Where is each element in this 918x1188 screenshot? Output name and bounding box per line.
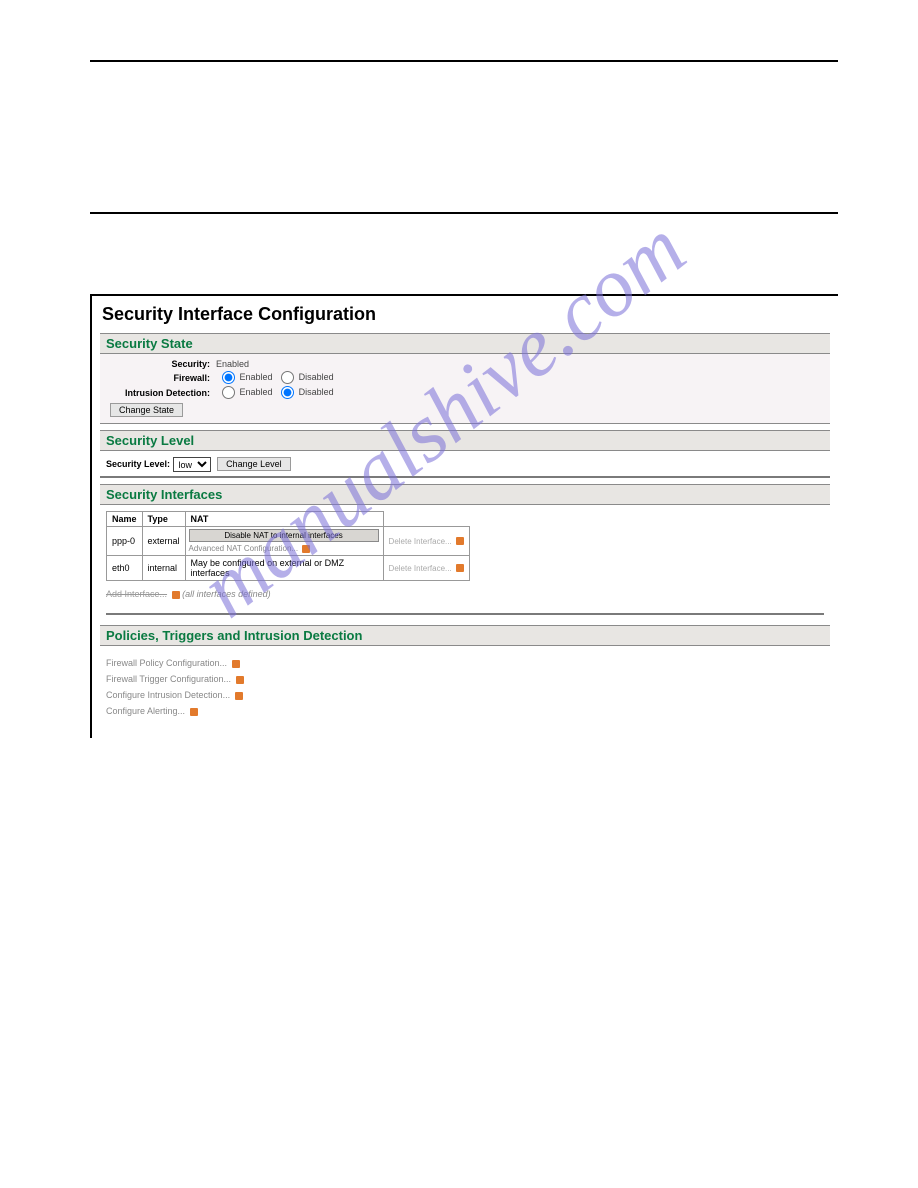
arrow-icon [235,692,243,700]
arrow-icon [456,537,464,545]
section-policies-heading: Policies, Triggers and Intrusion Detecti… [100,625,830,646]
if-nat-1: May be configured on external or DMZ int… [185,556,383,581]
ids-enabled-radio[interactable] [222,386,235,399]
if-name-1: eth0 [107,556,143,581]
firewall-enabled-text: Enabled [240,372,273,382]
config-panel: Security Interface Configuration Securit… [90,294,838,738]
ids-disabled-text: Disabled [299,387,334,397]
section-level-heading: Security Level [100,430,830,451]
disable-nat-button[interactable]: Disable NAT to internal interfaces [189,529,379,542]
page-title: Security Interface Configuration [102,304,830,325]
table-row: eth0 internal May be configured on exter… [107,556,470,581]
policy-link-0[interactable]: Firewall Policy Configuration... [106,658,227,668]
arrow-icon [456,564,464,572]
arrow-icon [236,676,244,684]
change-state-button[interactable]: Change State [110,403,183,417]
arrow-icon [302,545,310,553]
add-interface-link: Add Interface... [106,589,167,599]
section-interfaces-heading: Security Interfaces [100,484,830,505]
section-policies-body: Firewall Policy Configuration... Firewal… [100,646,830,728]
add-interface-note: (all interfaces defined) [182,589,271,599]
firewall-disabled-radio[interactable] [281,371,294,384]
delete-interface-link-0[interactable]: Delete Interface... [389,537,452,546]
col-name: Name [107,512,143,527]
firewall-disabled-text: Disabled [299,372,334,382]
section-level-body: Security Level: low Change Level [100,451,830,478]
arrow-icon [172,591,180,599]
divider-second [90,212,838,214]
ids-label: Intrusion Detection: [106,388,216,398]
level-select[interactable]: low [173,457,211,472]
col-nat: NAT [185,512,383,527]
level-label: Security Level: [106,459,170,469]
policy-link-3[interactable]: Configure Alerting... [106,706,185,716]
section-state-body: Security: Enabled Firewall: Enabled Disa… [100,354,830,424]
policy-link-1[interactable]: Firewall Trigger Configuration... [106,674,231,684]
col-type: Type [142,512,185,527]
interfaces-table: Name Type NAT ppp-0 external Disable NAT… [106,511,470,581]
arrow-icon [190,708,198,716]
firewall-enabled-radio[interactable] [222,371,235,384]
table-row: ppp-0 external Disable NAT to internal i… [107,527,470,556]
divider [106,613,824,615]
section-interfaces-body: Name Type NAT ppp-0 external Disable NAT… [100,505,830,619]
delete-interface-link-1[interactable]: Delete Interface... [389,564,452,573]
adv-nat-link[interactable]: Advanced NAT Configuration... [189,544,299,553]
firewall-label: Firewall: [106,373,216,383]
security-value: Enabled [216,359,249,369]
if-type-1: internal [142,556,185,581]
if-type-0: external [142,527,185,556]
ids-disabled-radio[interactable] [281,386,294,399]
policy-link-2[interactable]: Configure Intrusion Detection... [106,690,230,700]
change-level-button[interactable]: Change Level [217,457,291,471]
if-name-0: ppp-0 [107,527,143,556]
arrow-icon [232,660,240,668]
divider-top [90,60,838,62]
ids-enabled-text: Enabled [240,387,273,397]
section-state-heading: Security State [100,333,830,354]
security-label: Security: [106,359,216,369]
